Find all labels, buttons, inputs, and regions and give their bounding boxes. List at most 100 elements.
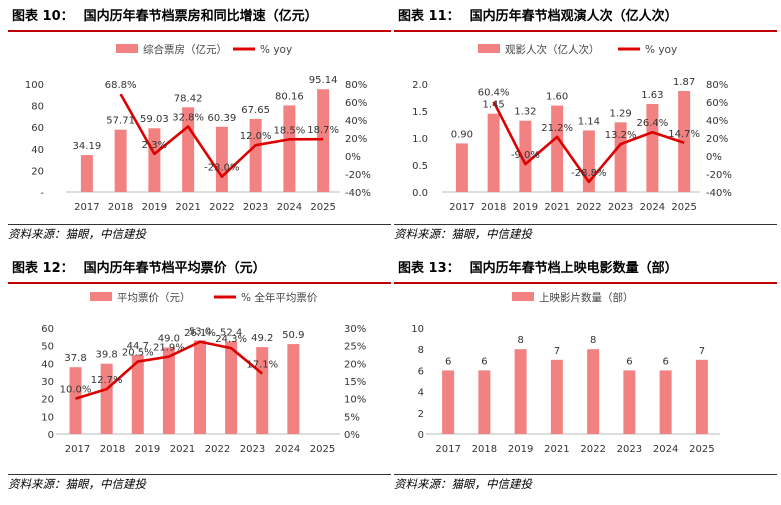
bar-data-label: 52.4 <box>220 327 242 338</box>
line-data-label: 24.3% <box>215 334 247 345</box>
bar-data-label: 6 <box>662 356 668 367</box>
source-note: 资料来源：猫眼，中信建投 <box>8 474 391 493</box>
bar-data-label: 1.45 <box>482 100 504 111</box>
legend-bar-swatch <box>512 292 534 301</box>
line-data-label: 18.5% <box>273 125 305 136</box>
bar-2019 <box>148 128 161 192</box>
bar-data-label: 95.14 <box>309 75 338 86</box>
bar-2017 <box>69 367 82 434</box>
bar-2021 <box>194 340 206 434</box>
line-data-label: 21.2% <box>541 123 573 134</box>
bar-data-label: 7 <box>554 346 560 357</box>
bar-2022 <box>587 349 600 434</box>
bar-2023 <box>249 118 262 192</box>
bar-data-label: 59.03 <box>140 114 169 125</box>
figure-number: 图表 10： <box>12 9 74 24</box>
line-data-label: -23.0% <box>204 163 239 174</box>
box-office-chart: - 20 40 60 80 100 -40% -20% 0% 20% 40% 60% 80% 2017 20… <box>25 43 371 213</box>
y-axis-tick-label: 0.5 <box>412 161 428 172</box>
bar-data-label: 6 <box>626 356 632 367</box>
legend-bar-swatch <box>478 44 500 53</box>
bar-2023 <box>623 370 636 434</box>
x-axis-tick-label: 2024 <box>277 202 302 213</box>
x-axis-tick-label: 2017 <box>65 444 90 455</box>
chart-panel-ticket-price: 图表 12： 国内历年春节档平均票价（元） 0 10 20 30 40 50 60 0% 5% 10… <box>8 258 391 498</box>
bar-data-label: 50.9 <box>282 330 304 341</box>
x-axis-tick-label: 2023 <box>608 202 633 213</box>
bar-2021 <box>551 105 564 192</box>
bar-data-label: 34.19 <box>73 141 102 152</box>
x-axis-tick-label: 2019 <box>142 202 167 213</box>
x-axis-tick-label: 2019 <box>508 444 533 455</box>
legend-bar-label: 平均票价（元） <box>117 292 191 304</box>
y-axis-tick-label: 60 <box>31 123 44 134</box>
y2-axis-tick-label: 10% <box>344 395 366 406</box>
bar-data-label: 1.60 <box>546 92 568 103</box>
y-axis-tick-label: 6 <box>418 366 424 377</box>
panel-title: 图表 12： 国内历年春节档平均票价（元） <box>8 258 391 284</box>
y-axis-tick-label: 1.0 <box>412 134 428 145</box>
bar-data-label: 49.0 <box>158 333 180 344</box>
y-axis-tick-label: 0.0 <box>412 188 428 199</box>
admissions-chart: 0.0 0.5 1.0 1.5 2.0 -40% -20% 0% 20% 40% 60% 80% 201… <box>412 43 732 213</box>
y-axis-tick-label: 0 <box>418 430 424 441</box>
y-axis-tick-label: 10 <box>41 412 54 423</box>
chart-panel-film-count: 图表 13： 国内历年春节档上映电影数量（部） 0 2 4 6 8 10 2017 2018 20… <box>394 258 777 498</box>
panel-title: 图表 11： 国内历年春节档观演人次（亿人次） <box>394 6 777 32</box>
line-data-label: 26.1% <box>184 328 216 339</box>
legend-bar-label: 观影人次（亿人次） <box>505 43 600 56</box>
figure-title: 国内历年春节档上映电影数量（部） <box>469 261 678 276</box>
x-axis-tick-label: 2022 <box>580 444 605 455</box>
y-axis-tick-label: 20 <box>31 166 44 177</box>
source-note: 资料来源：猫眼，中信建投 <box>8 224 391 243</box>
line-data-label: 13.2% <box>605 130 637 141</box>
y2-axis-tick-label: 60% <box>706 98 728 109</box>
y-axis-tick-label: 50 <box>41 342 54 353</box>
legend-bar-label: 上映影片数量（部） <box>539 291 634 304</box>
x-axis-tick-label: 2017 <box>74 202 99 213</box>
x-axis-tick-label: 2018 <box>481 202 506 213</box>
bar-2020 <box>162 347 175 434</box>
yoy-line <box>492 101 685 184</box>
y-axis-tick-label: 8 <box>418 345 424 356</box>
bar-2024 <box>659 370 672 434</box>
bar-2024 <box>646 103 659 192</box>
bar-data-label: 1.32 <box>514 107 536 118</box>
legend-line-label: % yoy <box>260 44 292 56</box>
figure-number: 图表 13： <box>398 261 460 276</box>
x-axis-tick-label: 2019 <box>513 202 538 213</box>
bar-data-label: 1.14 <box>578 116 600 127</box>
film-count-chart: 0 2 4 6 8 10 2017 2018 2019 2021 2022 2023 2024 2025 6… <box>411 291 720 455</box>
bar-2018 <box>100 363 113 434</box>
panel-title: 图表 13： 国内历年春节档上映电影数量（部） <box>394 258 777 284</box>
y-axis-tick-label: 80 <box>31 102 44 113</box>
y2-axis-tick-label: 15% <box>344 377 366 388</box>
y-axis-tick-label: 10 <box>411 324 424 335</box>
legend-bar-swatch <box>90 292 112 301</box>
y2-axis-tick-label: 80% <box>345 80 367 91</box>
y-axis-tick-label: 0 <box>48 430 54 441</box>
yoy-line <box>75 340 264 400</box>
bar-2025 <box>317 89 330 192</box>
y2-axis-tick-label: 40% <box>345 116 367 127</box>
line-data-label: 68.8% <box>105 80 137 91</box>
x-axis-tick-label: 2021 <box>544 444 569 455</box>
bar-2024 <box>283 105 296 192</box>
bar-data-label: 53.0 <box>189 326 211 337</box>
y2-axis-tick-label: 60% <box>345 98 367 109</box>
x-axis-tick-label: 2023 <box>240 444 265 455</box>
y-axis-tick-label: 30 <box>41 377 54 388</box>
x-axis-tick-label: 2021 <box>544 202 569 213</box>
y-axis-tick-label: 40 <box>41 359 54 370</box>
x-axis-tick-label: 2017 <box>435 444 460 455</box>
bar-2019 <box>519 120 532 192</box>
legend-bar-label: 综合票房（亿元） <box>143 43 227 56</box>
line-data-label: 21.9% <box>153 343 185 354</box>
x-axis-tick-label: 2021 <box>175 202 200 213</box>
figure-number: 图表 11： <box>398 9 460 24</box>
line-data-label: 10.0% <box>60 385 92 396</box>
bar-data-label: 8 <box>590 335 596 346</box>
bar-2018 <box>114 129 127 192</box>
line-data-label: 2.3% <box>142 140 167 151</box>
line-data-label: 18.7% <box>307 125 339 136</box>
